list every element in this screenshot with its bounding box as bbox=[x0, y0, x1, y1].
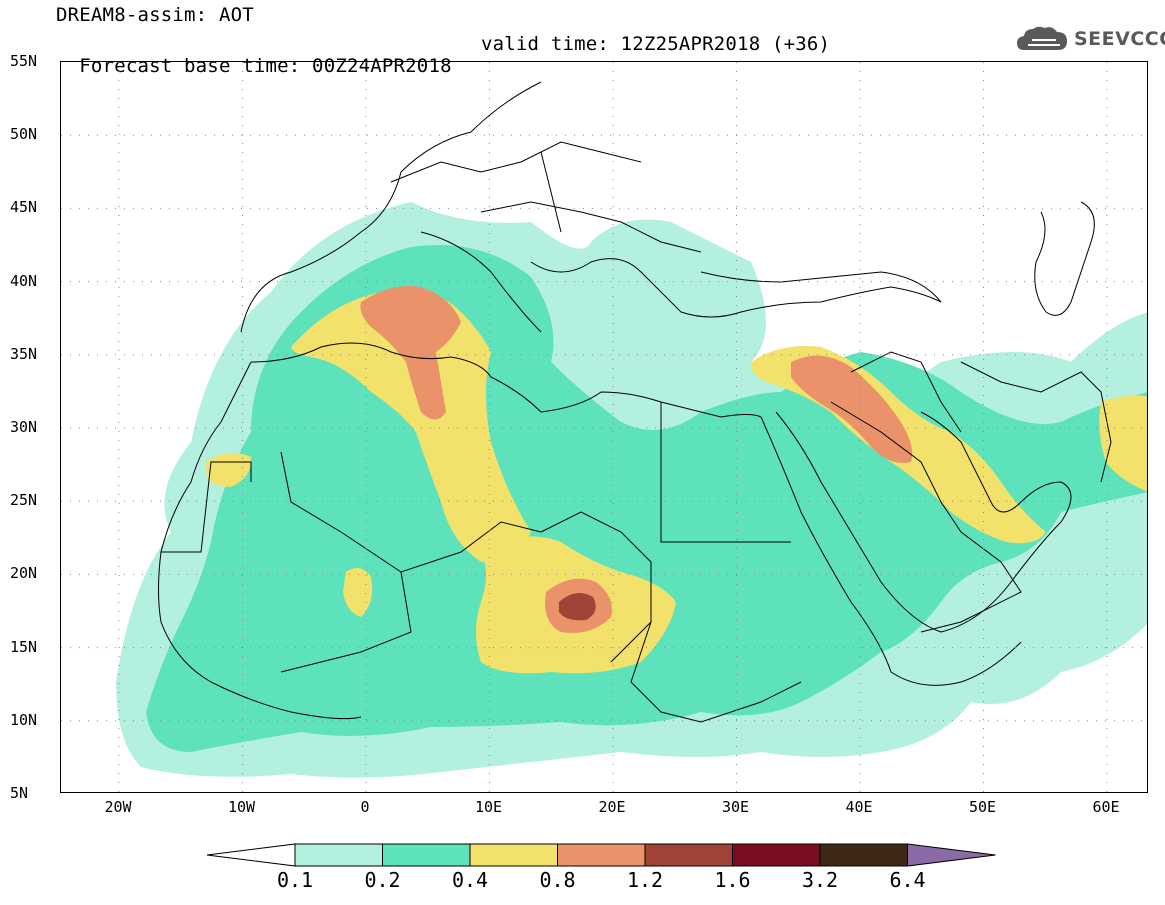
border-niger-nigeria bbox=[280, 571, 412, 673]
lat-label: 35N bbox=[10, 344, 38, 363]
border-iran-east bbox=[960, 361, 1112, 483]
coastline-europe bbox=[240, 81, 942, 333]
cloud-logo-icon bbox=[1017, 26, 1067, 50]
aot-map-svg bbox=[61, 62, 1147, 792]
coastline-atlantic-africa bbox=[158, 361, 362, 720]
coastline-africa-mediterranean bbox=[250, 342, 762, 418]
coastline-red-sea-west bbox=[760, 416, 1022, 686]
lat-label: 30N bbox=[10, 418, 38, 436]
lat-label: 5N bbox=[10, 784, 29, 802]
colorbar-swatch bbox=[557, 843, 646, 867]
aot-contour-0.4-a bbox=[291, 289, 531, 562]
colorbar-high-arrow bbox=[907, 843, 996, 867]
lon-label: 10E bbox=[474, 798, 503, 816]
border-saudi bbox=[830, 401, 1022, 633]
aot-contour-0.8-b bbox=[791, 355, 913, 463]
colorbar-label: 0.8 bbox=[539, 868, 576, 892]
lat-label: 15N bbox=[10, 637, 38, 656]
border-sudan-south bbox=[630, 621, 802, 723]
colorbar-label: 0.4 bbox=[451, 868, 489, 892]
coastline-arabia bbox=[775, 411, 1072, 633]
aot-colorbar bbox=[206, 843, 996, 867]
colorbar-swatch bbox=[469, 843, 558, 867]
lon-label: 20E bbox=[598, 798, 626, 816]
lon-label: 10W bbox=[227, 798, 256, 816]
aot-contour-0.4-e bbox=[343, 568, 373, 617]
border-libya-chad bbox=[540, 511, 652, 663]
lon-label: 0 bbox=[360, 798, 370, 816]
country-borders bbox=[158, 81, 1112, 723]
colorbar-swatch bbox=[294, 843, 383, 867]
border-mauritania bbox=[161, 461, 252, 553]
forecast-times: Forecast base time: 00Z24APR2018 valid t… bbox=[56, 33, 830, 99]
colorbar-label: 0.1 bbox=[276, 868, 314, 892]
lat-label: 55N bbox=[10, 52, 38, 70]
lon-label: 50E bbox=[968, 798, 997, 816]
border-turkey bbox=[700, 271, 942, 303]
colorbar-label: 1.2 bbox=[626, 868, 664, 892]
border-egypt-sudan bbox=[660, 402, 791, 543]
colorbar-label: 1.6 bbox=[714, 868, 751, 892]
aot-contour-1.2 bbox=[559, 593, 596, 621]
colorbar-swatch bbox=[732, 843, 821, 867]
colorbar-swatch bbox=[382, 843, 471, 867]
base-time: Forecast base time: 00Z24APR2018 bbox=[79, 55, 452, 77]
border-europe-internal bbox=[390, 141, 702, 253]
colorbar-label: 0.2 bbox=[364, 868, 401, 892]
lon-label: 60E bbox=[1092, 798, 1120, 816]
seevccc-logo: SEEVCCC bbox=[1016, 24, 1165, 54]
caspian-sea bbox=[1034, 201, 1095, 316]
aot-contour-0.8-a bbox=[360, 286, 461, 420]
colorbar-low-arrow bbox=[206, 843, 296, 867]
colorbar-label: 6.4 bbox=[889, 868, 926, 892]
colorbar-swatch bbox=[819, 843, 908, 867]
lat-label: 20N bbox=[10, 564, 38, 583]
colorbar-swatch bbox=[644, 843, 733, 867]
aot-field bbox=[116, 202, 1147, 778]
logo-text: SEEVCCC bbox=[1074, 28, 1165, 50]
aot-map bbox=[60, 61, 1148, 793]
lat-label: 25N bbox=[10, 491, 38, 510]
lat-label: 45N bbox=[10, 198, 38, 217]
valid-time: valid time: 12Z25APR2018 (+36) bbox=[481, 33, 831, 55]
chart-title: DREAM8-assim: AOT bbox=[56, 4, 254, 26]
colorbar-label: 3.2 bbox=[801, 868, 839, 892]
lon-label: 30E bbox=[721, 798, 750, 816]
aot-contour-0.4-d bbox=[1099, 395, 1147, 492]
border-iraq-iran bbox=[850, 351, 962, 433]
lat-label: 50N bbox=[10, 125, 38, 144]
lon-label: 40E bbox=[845, 798, 873, 816]
lat-label: 40N bbox=[10, 271, 38, 290]
lat-label: 10N bbox=[10, 710, 38, 729]
lon-label: 20W bbox=[104, 798, 132, 816]
